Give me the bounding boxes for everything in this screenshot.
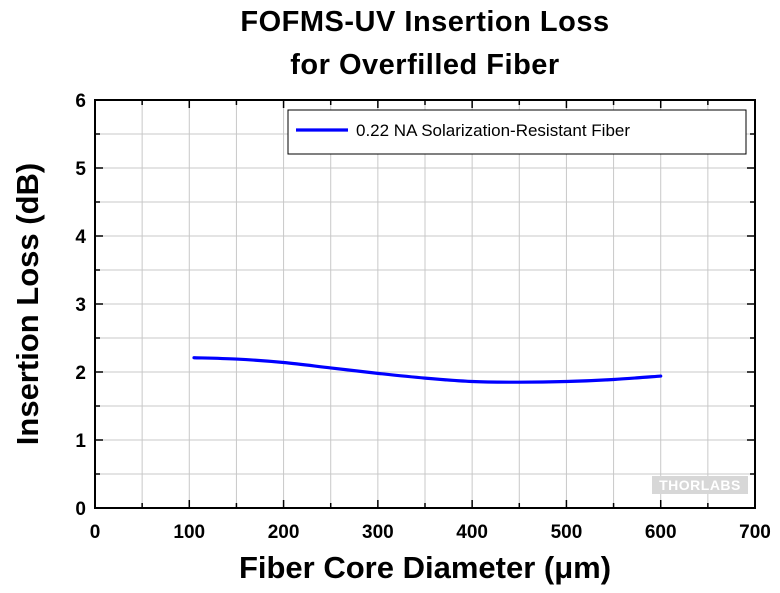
y-axis-label: Insertion Loss (dB) [10, 162, 45, 446]
x-tick-label: 600 [645, 522, 677, 543]
legend: 0.22 NA Solarization-Resistant Fiber [287, 109, 747, 155]
x-tick-label: 0 [90, 522, 101, 543]
y-tick-label: 5 [75, 159, 86, 180]
x-tick-label: 300 [362, 522, 394, 543]
y-tick-label: 2 [75, 363, 86, 384]
x-tick-label: 200 [268, 522, 300, 543]
grid-lines [95, 100, 755, 508]
legend-label: 0.22 NA Solarization-Resistant Fiber [356, 121, 630, 140]
series-line-0 [192, 356, 663, 384]
x-tick-label: 700 [739, 522, 771, 543]
chart-title: FOFMS-UV Insertion Loss [240, 6, 610, 38]
y-tick-label: 1 [75, 431, 86, 452]
y-tick-label: 0 [75, 499, 86, 520]
legend-box [287, 109, 747, 155]
chart-subtitle: for Overfilled Fiber [290, 49, 560, 81]
thorlabs-watermark: THORLABS [652, 476, 748, 494]
x-axis-label: Fiber Core Diameter (μm) [238, 550, 612, 585]
x-tick-labels: 0 100 200 300 400 500 600 700 [90, 522, 771, 543]
x-tick-label: 400 [456, 522, 488, 543]
x-tick-label: 100 [173, 522, 205, 543]
y-tick-label: 4 [75, 227, 86, 248]
y-tick-label: 3 [75, 295, 86, 316]
axis-ticks [94, 99, 756, 509]
y-tick-label: 6 [75, 91, 86, 112]
y-tick-labels: 0 1 2 3 4 5 6 [75, 91, 86, 520]
x-tick-label: 500 [551, 522, 583, 543]
